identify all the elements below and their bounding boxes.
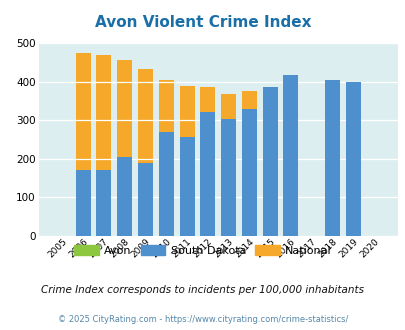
Legend: Avon, South Dakota, National: Avon, South Dakota, National (70, 241, 335, 260)
Bar (138, 163, 153, 236)
Bar (324, 89, 339, 236)
Bar (324, 80, 339, 236)
Text: © 2025 CityRating.com - https://www.cityrating.com/crime-statistics/: © 2025 CityRating.com - https://www.city… (58, 315, 347, 324)
Bar (262, 88, 277, 236)
Bar (262, 87, 277, 236)
Text: Avon Violent Crime Index: Avon Violent Crime Index (94, 15, 311, 30)
Bar (345, 90, 360, 236)
Bar (117, 59, 132, 236)
Bar (221, 119, 236, 236)
Bar (117, 157, 132, 236)
Text: Crime Index corresponds to incidents per 100,000 inhabitants: Crime Index corresponds to incidents per… (41, 285, 364, 295)
Bar (75, 53, 90, 236)
Bar (96, 170, 111, 236)
Bar (200, 112, 215, 236)
Bar (158, 80, 173, 236)
Bar (283, 83, 298, 236)
Bar (138, 69, 153, 236)
Bar (345, 82, 360, 236)
Bar (221, 94, 236, 236)
Bar (179, 137, 194, 236)
Bar (75, 170, 90, 236)
Bar (241, 91, 256, 236)
Bar (158, 132, 173, 236)
Bar (96, 55, 111, 236)
Bar (283, 75, 298, 236)
Bar (241, 109, 256, 236)
Bar (200, 86, 215, 236)
Bar (179, 86, 194, 236)
